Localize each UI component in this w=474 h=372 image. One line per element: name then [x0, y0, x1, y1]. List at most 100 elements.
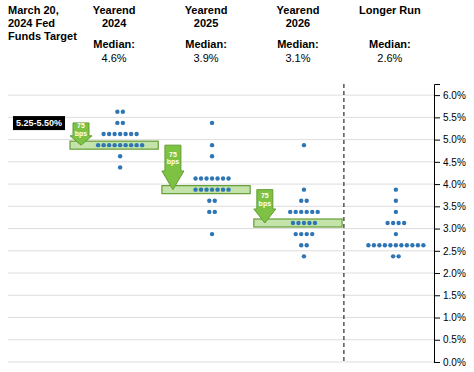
- y-tick: 0.0%: [434, 357, 466, 368]
- column-header-line: 2026: [286, 17, 310, 29]
- title-line: March 20,: [8, 4, 59, 16]
- dot: [221, 187, 225, 191]
- y-tick: 4.0%: [434, 179, 466, 190]
- y-tick-mark: [434, 95, 440, 96]
- column-header-line: 2025: [194, 17, 218, 29]
- dot: [385, 221, 389, 225]
- y-tick-label: 1.0%: [443, 312, 466, 323]
- arrow-label-line: 75: [169, 151, 177, 158]
- dot: [299, 210, 303, 214]
- dot: [299, 232, 303, 236]
- dot: [193, 187, 197, 191]
- dot: [123, 132, 127, 136]
- grid-line: [8, 273, 434, 274]
- dot: [118, 154, 122, 158]
- dot: [129, 143, 133, 147]
- dot: [399, 243, 403, 247]
- dot: [226, 187, 230, 191]
- dot: [204, 187, 208, 191]
- dot: [405, 243, 409, 247]
- dot: [302, 143, 306, 147]
- y-tick-mark: [434, 251, 440, 252]
- median-header: Median:: [93, 38, 135, 50]
- y-tick-mark: [434, 318, 440, 319]
- dot: [101, 132, 105, 136]
- dot: [140, 143, 144, 147]
- dot: [118, 165, 122, 169]
- dot: [391, 221, 395, 225]
- y-tick-mark: [434, 117, 440, 118]
- y-tick-label: 3.5%: [443, 201, 466, 212]
- median-box: [162, 186, 250, 194]
- column-header: Yearend2024: [93, 4, 136, 29]
- title-line: Funds Target: [8, 30, 77, 42]
- dot: [310, 232, 314, 236]
- dot: [107, 143, 111, 147]
- dot: [115, 110, 119, 114]
- dot: [383, 243, 387, 247]
- dot: [118, 143, 122, 147]
- column-header: Yearend2026: [277, 4, 320, 29]
- dot: [96, 143, 100, 147]
- dot: [305, 210, 309, 214]
- dot: [394, 243, 398, 247]
- dot: [210, 176, 214, 180]
- y-axis: 0.0%0.5%1.0%1.5%2.0%2.5%3.0%3.5%4.0%4.5%…: [434, 85, 466, 368]
- dot: [402, 221, 406, 225]
- y-tick-mark: [434, 229, 440, 230]
- y-tick-label: 0.0%: [443, 357, 466, 368]
- y-tick-mark: [434, 162, 440, 163]
- dot: [107, 132, 111, 136]
- dot: [394, 187, 398, 191]
- y-tick-mark: [434, 362, 440, 363]
- y-tick-mark: [434, 140, 440, 141]
- column-header: Yearend2025: [185, 4, 228, 29]
- dot: [101, 143, 105, 147]
- arrow-label-line: 75: [261, 192, 269, 199]
- dot: [388, 243, 392, 247]
- dot: [207, 210, 211, 214]
- arrow: [70, 123, 92, 145]
- dot: [294, 232, 298, 236]
- y-tick: 4.5%: [434, 157, 466, 168]
- grid-line: [8, 206, 434, 207]
- y-tick-label: 5.5%: [443, 112, 466, 123]
- dot: [305, 243, 309, 247]
- title: March 20,2024 FedFunds Target: [8, 4, 77, 42]
- dot: [118, 132, 122, 136]
- dot: [316, 210, 320, 214]
- y-tick-mark: [434, 206, 440, 207]
- dot: [221, 176, 225, 180]
- dot: [210, 232, 214, 236]
- annotation: 5.25-5.50%: [16, 118, 62, 128]
- y-tick-mark: [434, 295, 440, 296]
- dot: [193, 176, 197, 180]
- dot: [213, 210, 217, 214]
- column-header-line: Yearend: [277, 4, 320, 16]
- median-value: 3.1%: [285, 52, 310, 64]
- dot: [299, 199, 303, 203]
- dot: [112, 143, 116, 147]
- dots: [96, 110, 426, 259]
- y-tick: 6.0%: [434, 90, 466, 101]
- dot: [307, 221, 311, 225]
- grid-line: [8, 295, 434, 296]
- grid-line: [8, 139, 434, 140]
- dot: [377, 243, 381, 247]
- arrow-label-line: 75: [77, 122, 85, 129]
- annotation-box: [13, 116, 65, 130]
- dot: [210, 143, 214, 147]
- dot: [416, 243, 420, 247]
- dot: [134, 132, 138, 136]
- y-tick-label: 2.5%: [443, 246, 466, 257]
- dot: [394, 210, 398, 214]
- dot: [391, 254, 395, 258]
- dot: [226, 176, 230, 180]
- arrow-label: 75bps: [75, 122, 88, 138]
- dot: [302, 187, 306, 191]
- labels: 75bps75bps75bps5.25-5.50%: [13, 116, 271, 208]
- y-tick-label: 4.5%: [443, 157, 466, 168]
- dot: [421, 243, 425, 247]
- grid-line: [8, 228, 434, 229]
- dot: [394, 199, 398, 203]
